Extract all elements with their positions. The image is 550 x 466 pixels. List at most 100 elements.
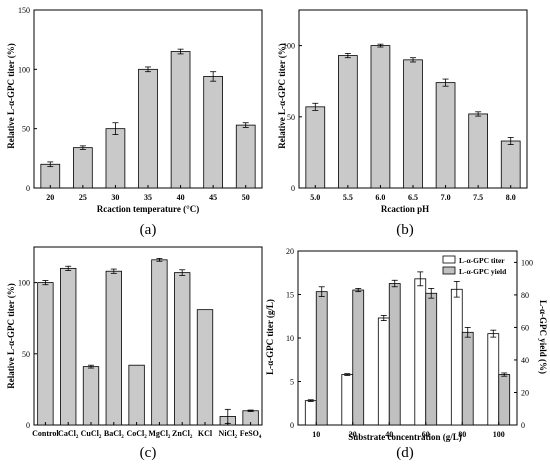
plot-frame-c [33,246,263,426]
bar-b-5 [468,113,488,189]
legend-swatch-0 [442,255,456,264]
bar-a-1 [73,147,93,189]
bar-d-series1-1 [352,289,365,426]
y-tick-label-b-1: 50 [287,113,295,122]
x-tick-label-b-5: 7.5 [473,193,483,202]
panel-c: (c) Relative L-α-GPC titer (%) Control Ca… [6,246,263,461]
bar-d-series1-0 [315,291,328,426]
bar-c-2 [82,366,100,426]
y-tick-label-b-0: 0 [291,184,295,193]
y-tick-label-d-2: 10 [286,334,294,343]
y-tick-label-a-2: 100 [18,65,30,74]
x-tick-label-c-7: KCl [198,429,213,438]
panel-label-b: (b) [396,222,414,238]
legend-label-1: L-α-GPC yield [459,267,507,276]
x-tick-label-a-5: 45 [209,193,217,202]
y-tick-label-right-d-4: 80 [521,291,529,300]
y-tick-label-d-0: 0 [290,421,294,430]
bar-c-6 [174,272,191,426]
x-tick-label-c-5: MgCl2 [148,429,171,440]
legend-swatch-1 [442,266,456,275]
x-tick-label-d-1: 20 [349,430,357,439]
x-tick-label-a-4: 40 [177,193,185,202]
y-tick-label-d-4: 20 [286,247,294,256]
bar-a-5 [203,76,223,189]
x-tick-label-d-4: 80 [458,430,466,439]
panel-label-a: (a) [140,222,157,238]
panel-a: (a) Rcaction temperature (°C) Relative L… [6,6,263,238]
y-axis-title-right-d: L-α-GPC yield (%) [538,300,548,374]
bar-d-series1-4 [461,331,474,426]
x-tick-label-b-1: 5.5 [343,193,353,202]
x-tick-label-c-1: CaCl2 [58,429,79,440]
legend-label-0: L-α-GPC titer [459,256,505,265]
bar-d-series1-3 [425,292,438,426]
y-axis-title-c: Relative L-α-GPC titer (%) [6,283,16,389]
panel-label-c: (c) [140,445,157,461]
x-tick-label-a-6: 50 [242,193,250,202]
bar-d-series0-5 [487,333,500,426]
y-tick-label-right-d-2: 40 [521,356,529,365]
x-tick-label-c-0: Control [32,429,59,438]
x-tick-label-a-0: 20 [46,193,54,202]
y-tick-label-a-1: 50 [22,125,30,134]
bar-c-0 [37,282,54,426]
y-tick-label-d-1: 5 [290,378,294,387]
bar-b-6 [500,140,521,189]
y-tick-label-a-3: 150 [18,6,30,15]
bar-c-4 [128,364,145,426]
x-tick-label-a-2: 30 [111,193,119,202]
y-tick-label-d-3: 15 [286,291,294,300]
x-tick-label-c-2: CuCl2 [81,429,102,440]
bar-d-series0-1 [341,374,354,426]
x-axis-title-a: Rcaction temperature (°C) [97,204,199,214]
bar-d-series0-2 [377,317,390,426]
y-axis-title-d: L-α-GPC titer (g/L) [265,299,275,375]
bar-b-4 [435,82,456,189]
bar-b-2 [370,45,391,189]
bar-a-2 [105,128,126,189]
panel-label-d: (d) [396,445,414,461]
bar-b-1 [338,55,358,189]
bar-a-6 [235,124,256,189]
bar-b-3 [403,59,423,189]
bar-d-series0-4 [450,288,463,426]
y-tick-label-c-2: 100 [18,279,30,288]
x-tick-label-b-3: 6.5 [408,193,418,202]
y-axis-title-a: Relative L-α-GPC titer (%) [6,43,16,149]
bar-b-0 [305,106,326,189]
x-tick-label-b-0: 5.0 [310,193,320,202]
x-tick-label-b-6: 8.0 [506,193,516,202]
x-tick-label-d-0: 10 [312,430,320,439]
panel-b: (b) Rcaction pH Relative L-α-GPC titer (… [277,9,528,238]
y-tick-label-c-1: 50 [22,350,30,359]
bar-d-series0-3 [414,278,427,426]
x-tick-label-d-5: 100 [493,430,505,439]
y-tick-label-b-2: 100 [283,42,295,51]
bar-c-5 [151,259,168,426]
bar-c-7 [196,309,214,426]
x-axis-title-d: Substrate concentration (g/L) [348,432,462,442]
bar-c-3 [105,270,122,426]
bar-a-0 [40,163,61,189]
x-tick-label-a-3: 35 [144,193,152,202]
x-tick-label-b-4: 7.0 [441,193,451,202]
y-tick-label-a-0: 0 [26,184,30,193]
x-tick-label-d-3: 60 [422,430,430,439]
y-tick-label-right-d-1: 20 [521,388,529,397]
x-tick-label-a-1: 25 [79,193,87,202]
bar-c-1 [60,267,77,426]
x-tick-label-c-9: FeSO4 [240,429,262,440]
y-tick-label-c-0: 0 [26,421,30,430]
y-axis-title-b: Relative L-α-GPC titer (%) [277,43,287,149]
bar-a-3 [138,68,158,189]
x-tick-label-c-3: BaCl2 [104,429,124,440]
x-tick-label-c-6: ZnCl2 [172,429,193,440]
y-tick-label-right-d-3: 60 [521,323,529,332]
plot-frame-d [297,250,518,426]
y-tick-label-right-d-0: 0 [521,421,525,430]
bar-d-series0-0 [304,400,317,426]
y-tick-label-right-d-5: 100 [521,258,533,267]
panel-d: (d) Substrate concentration (g/L) L-α-GP… [265,247,548,461]
